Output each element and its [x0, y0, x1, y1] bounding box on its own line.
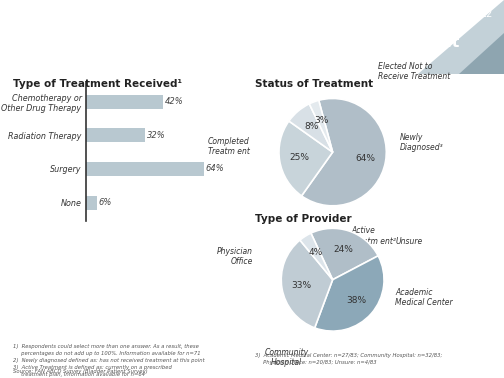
Text: Type of Provider: Type of Provider — [255, 214, 351, 223]
Wedge shape — [301, 99, 386, 206]
Polygon shape — [418, 0, 504, 74]
Text: Elected Not to
Receive Treatment: Elected Not to Receive Treatment — [379, 62, 451, 81]
Text: Academic
Medical Center: Academic Medical Center — [395, 288, 453, 307]
Wedge shape — [309, 100, 333, 152]
Wedge shape — [279, 121, 333, 196]
Text: 1)  Respondents could select more than one answer. As a result, these
     perce: 1) Respondents could select more than on… — [13, 344, 204, 378]
Text: 38%: 38% — [346, 296, 366, 305]
Text: 12: 12 — [480, 9, 493, 19]
Text: 32%: 32% — [147, 131, 165, 140]
Wedge shape — [314, 256, 384, 331]
Text: Type of Treatment Received¹: Type of Treatment Received¹ — [13, 79, 181, 89]
Text: Active
Treatm ent²: Active Treatm ent² — [351, 226, 396, 246]
Wedge shape — [289, 104, 333, 152]
Bar — [86, 162, 204, 176]
Text: 64%: 64% — [206, 164, 224, 174]
Wedge shape — [281, 240, 333, 328]
Polygon shape — [459, 33, 504, 74]
Text: 8%: 8% — [304, 122, 319, 131]
Text: Majority Received Surgery, Completed Treatment: Majority Received Surgery, Completed Tre… — [13, 35, 459, 50]
Text: Status of Treatment: Status of Treatment — [255, 79, 372, 89]
Text: Physician
Office: Physician Office — [217, 247, 253, 266]
Bar — [86, 195, 97, 210]
Bar — [86, 128, 145, 143]
Text: 64%: 64% — [355, 153, 375, 163]
Bar — [86, 94, 163, 109]
Text: 6%: 6% — [99, 198, 112, 207]
Text: 24%: 24% — [333, 245, 353, 254]
Text: Source: FAN ABCD Survey (Bladder Patient Survey): Source: FAN ABCD Survey (Bladder Patient… — [13, 369, 147, 373]
Text: Community
Hospital: Community Hospital — [264, 348, 308, 367]
Text: 3)  Academic Medical Center: n=27/83; Community Hospital: n=32/83;
     Physicia: 3) Academic Medical Center: n=27/83; Com… — [255, 353, 442, 366]
Text: 25%: 25% — [290, 153, 310, 162]
Wedge shape — [300, 233, 333, 280]
Text: Unsure: Unsure — [395, 237, 423, 246]
Wedge shape — [311, 228, 378, 280]
Text: Completed
Treatm ent: Completed Treatm ent — [208, 137, 249, 156]
Text: 4%: 4% — [308, 248, 323, 257]
Text: 33%: 33% — [291, 280, 311, 290]
Text: 42%: 42% — [165, 97, 184, 106]
Text: Newly
Diagnosed³: Newly Diagnosed³ — [400, 133, 444, 152]
Text: 3%: 3% — [314, 116, 328, 125]
